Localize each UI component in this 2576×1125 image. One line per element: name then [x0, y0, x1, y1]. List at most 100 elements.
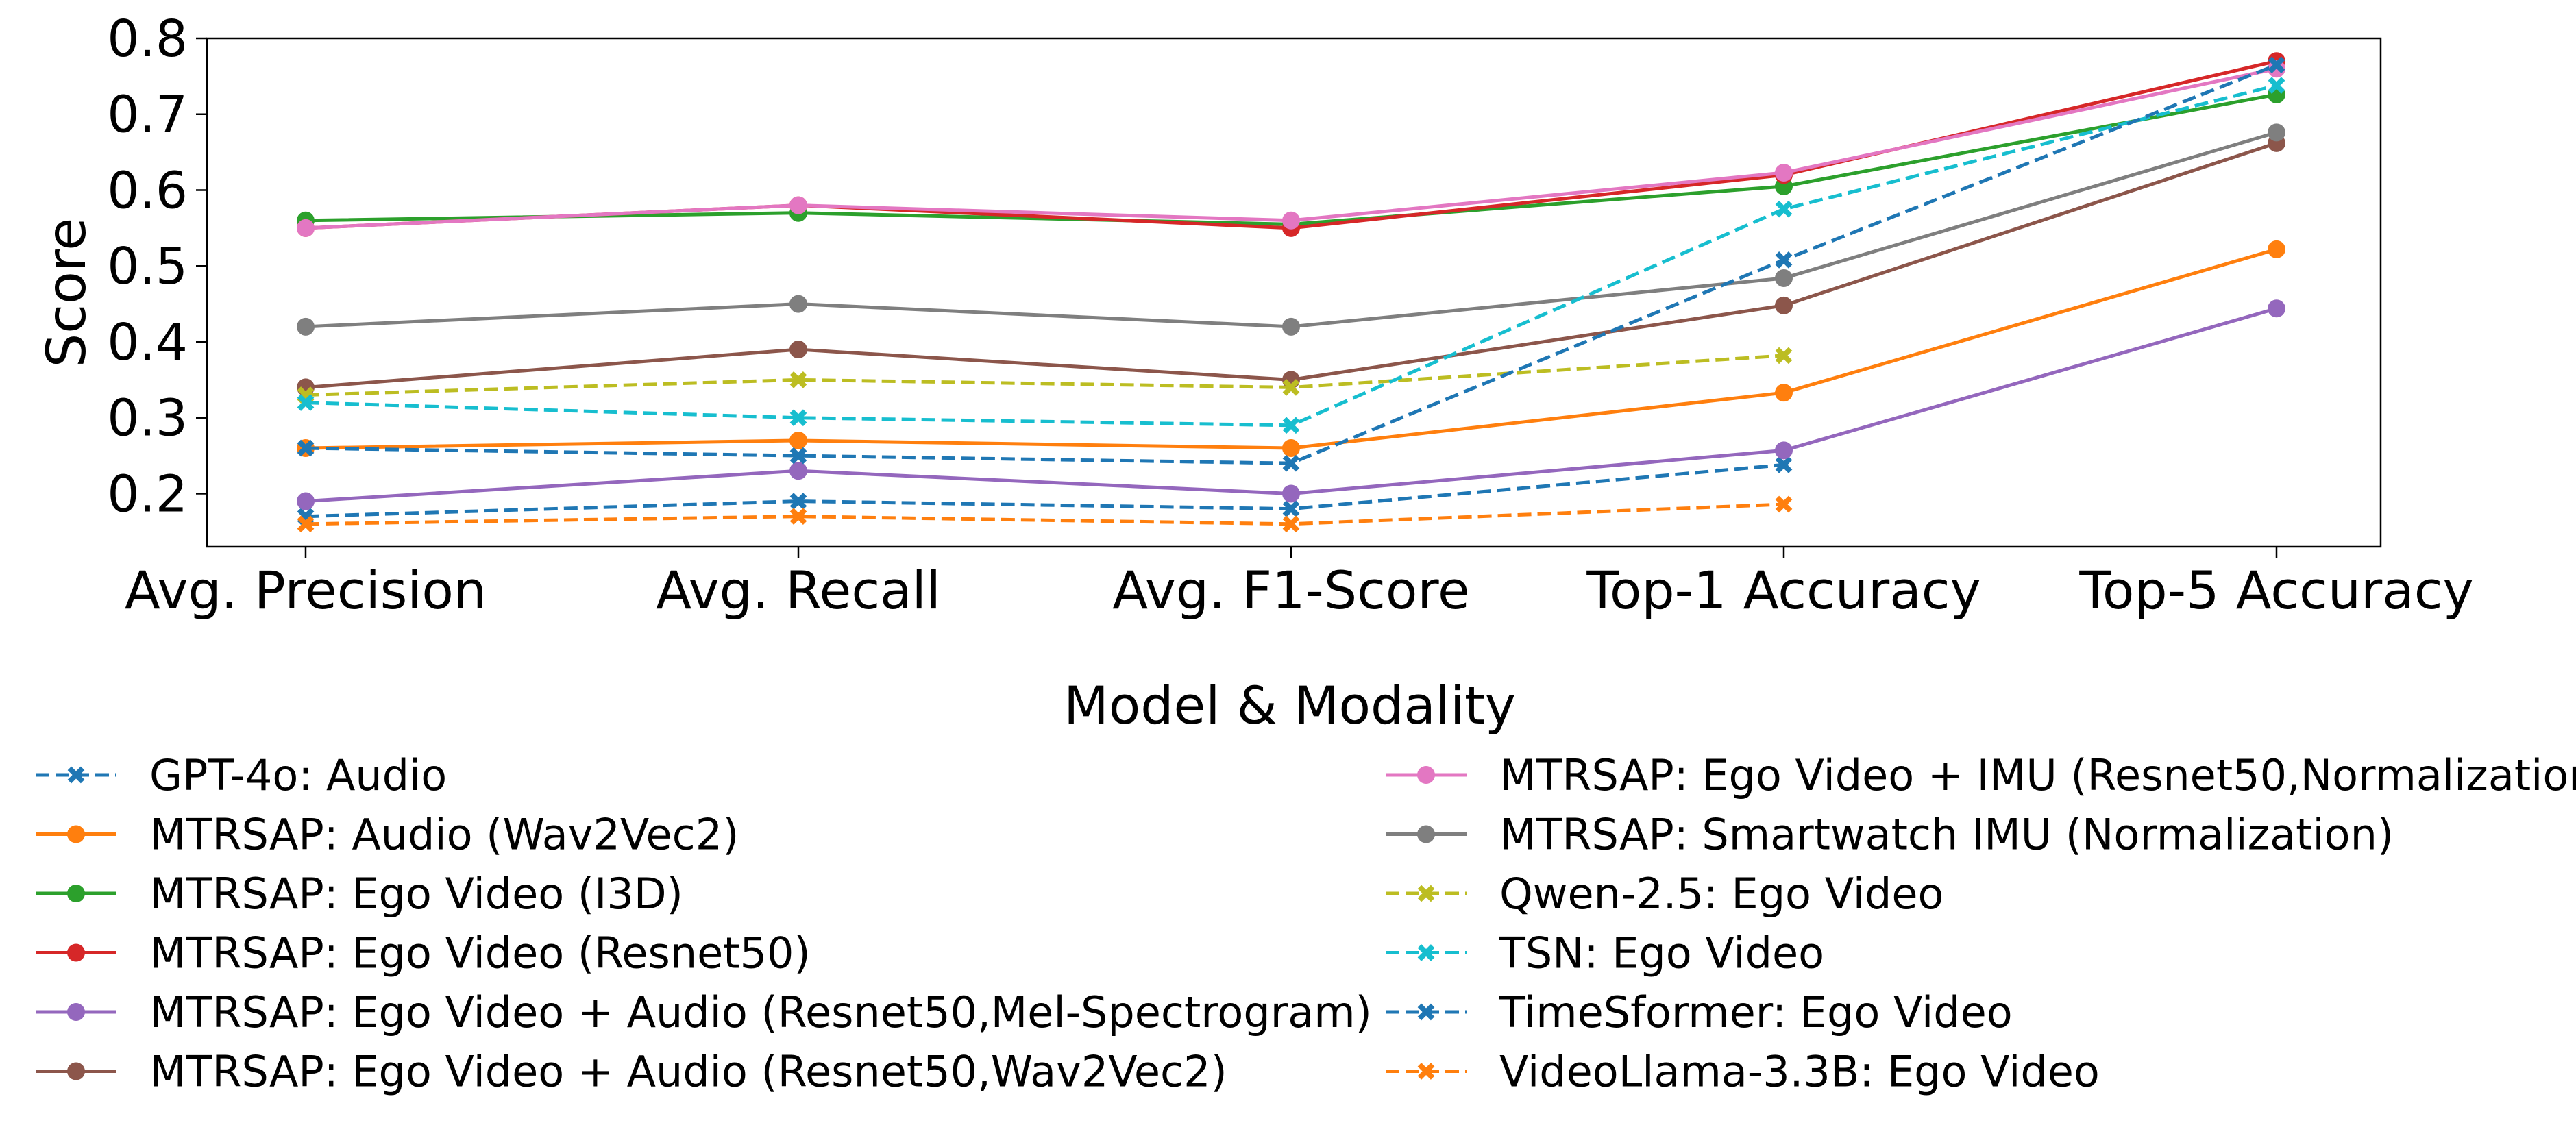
legend-label: MTRSAP: Ego Video + Audio (Resnet50,Wav2… — [149, 1047, 1227, 1097]
series-line — [297, 77, 2285, 434]
series-path — [305, 502, 1784, 526]
series-line — [297, 134, 2285, 397]
legend-entry: VideoLlama-3.3B: Ego Video — [1386, 1047, 2100, 1097]
data-point — [1282, 454, 1300, 472]
series-path — [305, 59, 2277, 230]
legend-label: VideoLlama-3.3B: Ego Video — [1499, 1047, 2100, 1097]
data-point — [1282, 211, 1300, 230]
data-point — [1282, 439, 1300, 458]
data-point — [1417, 1063, 1435, 1080]
data-point — [297, 492, 315, 510]
data-point — [789, 447, 807, 465]
series-line — [297, 347, 1793, 404]
legend-label: MTRSAP: Ego Video + Audio (Resnet50,Mel-… — [149, 987, 1372, 1037]
data-point — [789, 431, 807, 449]
legend-label: MTRSAP: Audio (Wav2Vec2) — [149, 810, 739, 860]
data-point — [297, 515, 315, 533]
data-point — [297, 317, 315, 336]
y-tick-label: 0.4 — [107, 313, 188, 372]
data-point — [67, 1062, 85, 1080]
data-point — [1775, 495, 1793, 513]
series-path — [305, 92, 2277, 226]
data-point — [1775, 347, 1793, 364]
data-point — [1417, 825, 1435, 843]
data-point — [789, 462, 807, 480]
data-point — [1282, 417, 1300, 434]
data-point — [789, 493, 807, 510]
data-point — [2268, 56, 2285, 74]
legend-label: MTRSAP: Ego Video + IMU (Resnet50,Normal… — [1499, 750, 2576, 800]
y-tick-label: 0.7 — [107, 86, 188, 145]
series-line — [297, 60, 2285, 237]
legend-entry: MTRSAP: Ego Video (Resnet50) — [36, 928, 811, 978]
legend-label: MTRSAP: Smartwatch IMU (Normalization) — [1499, 810, 2394, 860]
legend-label: MTRSAP: Ego Video (I3D) — [149, 869, 683, 919]
series-line — [297, 456, 1793, 526]
legend-label: MTRSAP: Ego Video (Resnet50) — [149, 928, 811, 978]
data-point — [2268, 60, 2285, 78]
legend-entry: GPT-4o: Audio — [36, 750, 447, 800]
data-point — [1775, 456, 1793, 473]
data-point — [297, 394, 315, 411]
legend-entry: MTRSAP: Audio (Wav2Vec2) — [36, 810, 739, 860]
data-point — [1775, 200, 1793, 218]
data-point — [789, 409, 807, 427]
legend-entry: TSN: Ego Video — [1386, 928, 1824, 978]
legend-label: Qwen-2.5: Ego Video — [1499, 869, 1943, 919]
legend-label: TimeSformer: Ego Video — [1499, 987, 2013, 1037]
legend-entry: MTRSAP: Ego Video + Audio (Resnet50,Wav2… — [36, 1047, 1227, 1097]
data-point — [1282, 379, 1300, 396]
series-path — [305, 306, 2277, 504]
x-ticks: Avg. Precision Avg. Recall Avg. F1-Score To… — [125, 547, 2474, 621]
series-line — [297, 299, 2285, 510]
data-point — [1417, 766, 1435, 784]
series-line — [297, 123, 2285, 336]
series-path — [305, 63, 2277, 465]
y-tick-label: 0.3 — [107, 389, 188, 448]
y-tick-label: 0.6 — [107, 161, 188, 220]
data-point — [1775, 269, 1793, 287]
data-point — [1282, 484, 1300, 503]
data-point — [297, 219, 315, 237]
data-point — [67, 825, 85, 843]
legend-entry: MTRSAP: Ego Video + IMU (Resnet50,Normal… — [1386, 750, 2576, 800]
data-point — [1775, 384, 1793, 402]
y-axis-label: Score — [36, 218, 98, 367]
data-point — [67, 943, 85, 962]
data-point — [2268, 123, 2285, 142]
x-tick-label: Top-1 Accuracy — [1586, 560, 1980, 621]
x-tick-label: Avg. Recall — [656, 560, 941, 621]
data-point — [1775, 251, 1793, 269]
series-path — [305, 247, 2277, 450]
series-path — [305, 462, 1784, 519]
x-tick-label: Avg. F1-Score — [1112, 560, 1469, 621]
legend-entry: Qwen-2.5: Ego Video — [1386, 869, 1943, 919]
series-line — [297, 56, 2285, 472]
legend-entry: MTRSAP: Ego Video (I3D) — [36, 869, 683, 919]
data-point — [67, 1003, 85, 1021]
series-path — [305, 141, 2277, 389]
legend-entry: TimeSformer: Ego Video — [1386, 987, 2013, 1037]
data-point — [1282, 500, 1300, 517]
legend-title: Model & Modality — [1064, 675, 1516, 736]
y-tick-label: 0.8 — [107, 10, 188, 69]
data-point — [2268, 240, 2285, 258]
data-point — [67, 885, 85, 902]
data-point — [297, 439, 315, 457]
x-tick-label: Avg. Precision — [125, 560, 487, 621]
series-lines — [297, 52, 2285, 533]
data-point — [789, 371, 807, 388]
data-point — [1775, 441, 1793, 460]
data-point — [789, 196, 807, 214]
legend-entry: MTRSAP: Smartwatch IMU (Normalization) — [1386, 810, 2394, 860]
data-point — [1417, 944, 1435, 961]
y-tick-label: 0.5 — [107, 237, 188, 296]
data-point — [1282, 317, 1300, 336]
series-line — [297, 52, 2285, 237]
data-point — [789, 341, 807, 359]
data-point — [1282, 515, 1300, 533]
x-tick-label: Top-5 Accuracy — [2078, 560, 2473, 621]
series-path — [305, 354, 1784, 397]
legend-label: TSN: Ego Video — [1499, 928, 1824, 978]
